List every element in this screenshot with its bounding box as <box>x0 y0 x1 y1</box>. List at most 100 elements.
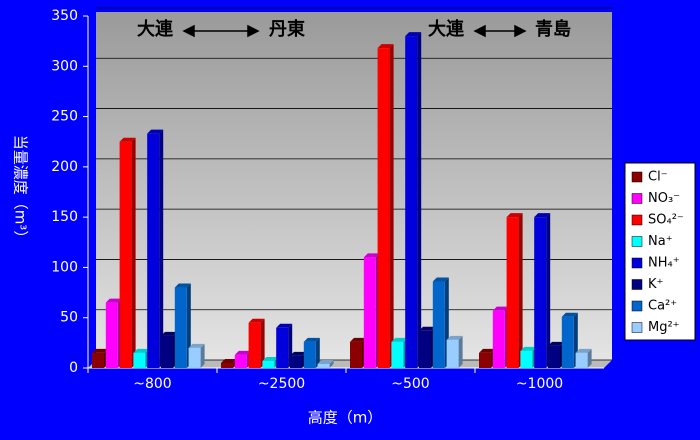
legend-label: Mg²⁺ <box>648 320 680 335</box>
legend-label: K⁺ <box>648 277 663 292</box>
bar-side <box>260 318 265 368</box>
legend-label: SO₄²⁻ <box>648 213 684 228</box>
bar <box>405 36 418 368</box>
bar <box>221 362 233 368</box>
y-tick-label: 50 <box>60 310 78 326</box>
legend-swatch <box>631 214 643 226</box>
bar-top <box>446 335 463 340</box>
x-axis-label: 高度（m） <box>308 409 383 427</box>
legend-swatch <box>631 322 643 333</box>
bar-top <box>303 337 320 342</box>
legend-swatch <box>631 300 643 312</box>
bar <box>520 350 533 368</box>
bar <box>350 341 362 368</box>
bar-top <box>534 213 551 218</box>
bar-side <box>417 32 422 368</box>
annotation: 大連 <box>428 18 465 40</box>
bar-top <box>92 348 108 353</box>
x-tick-label: ~800 <box>133 376 171 392</box>
bar-top <box>432 277 449 282</box>
bar <box>391 341 404 368</box>
bar-top <box>350 337 366 342</box>
bar-top <box>363 253 380 258</box>
bar-top <box>405 32 422 37</box>
bar <box>174 287 187 368</box>
bar-top <box>262 356 279 361</box>
bar-top <box>161 331 177 336</box>
bar-top <box>520 346 537 351</box>
x-tick-label: ~500 <box>391 376 429 392</box>
bar-top <box>419 326 435 331</box>
bar-top <box>492 306 509 311</box>
bar-top <box>248 318 265 323</box>
bar <box>119 141 132 368</box>
bar <box>105 302 118 368</box>
bar <box>147 133 160 368</box>
y-tick-label: 200 <box>51 159 78 175</box>
legend-label: Cl⁻ <box>648 170 668 185</box>
bar-side <box>329 359 334 368</box>
bar-top <box>479 348 495 353</box>
legend-swatch <box>631 193 643 204</box>
bar <box>548 345 560 368</box>
bar-top <box>221 358 237 363</box>
bar <box>262 360 275 368</box>
bar <box>561 316 574 368</box>
bar-side <box>389 44 394 368</box>
bar-top <box>234 350 251 355</box>
bar-top <box>188 343 205 348</box>
bar-top <box>506 213 523 218</box>
y-tick-label: 150 <box>51 209 78 225</box>
bar-side <box>159 129 164 368</box>
bar <box>161 335 173 368</box>
bar <box>479 352 491 368</box>
bar <box>92 352 104 368</box>
y-tick-label: 100 <box>51 259 78 275</box>
bar <box>492 310 505 368</box>
annotation: 青島 <box>535 18 571 40</box>
y-tick-label: 300 <box>51 58 78 74</box>
bar-side <box>518 213 523 368</box>
legend-swatch <box>631 257 643 269</box>
bar <box>303 341 316 368</box>
legend-swatch <box>631 279 643 290</box>
bar-top <box>548 341 564 346</box>
bar-side <box>458 335 463 368</box>
arrows <box>182 24 527 38</box>
bar <box>188 347 201 368</box>
legend-label: NO₃⁻ <box>648 191 680 206</box>
bar-side <box>315 337 320 368</box>
bar-top <box>119 137 136 142</box>
bar-top <box>147 129 164 134</box>
bar-side <box>200 343 205 368</box>
bar <box>276 327 289 368</box>
x-tick-label: ~2500 <box>258 376 305 392</box>
bar <box>419 330 431 368</box>
bar <box>506 217 519 368</box>
legend-swatch <box>631 171 643 183</box>
bar <box>377 48 390 368</box>
annotation: 丹東 <box>269 18 305 40</box>
bar <box>534 217 547 368</box>
legend-label: NH₄⁺ <box>648 256 680 271</box>
bar <box>446 339 459 368</box>
y-axis-label: 当量濃度（m³） <box>12 135 30 246</box>
annotation: 大連 <box>137 18 174 40</box>
bar <box>432 281 445 368</box>
bar-top <box>276 323 293 328</box>
bar <box>133 352 146 368</box>
y-tick-label: 250 <box>51 109 78 125</box>
legend-label: Na⁺ <box>648 234 673 249</box>
bar-top <box>391 337 408 342</box>
bar <box>317 363 330 368</box>
x-tick-label: ~1000 <box>516 376 563 392</box>
bar <box>575 352 588 368</box>
y-tick-label: 350 <box>51 8 78 24</box>
y-tick-label: 0 <box>69 360 78 376</box>
bar-top <box>317 359 334 364</box>
bar <box>234 354 247 368</box>
bar-top <box>133 348 150 353</box>
legend-swatch <box>631 236 643 247</box>
bar-top <box>290 351 306 356</box>
bar <box>363 257 376 368</box>
